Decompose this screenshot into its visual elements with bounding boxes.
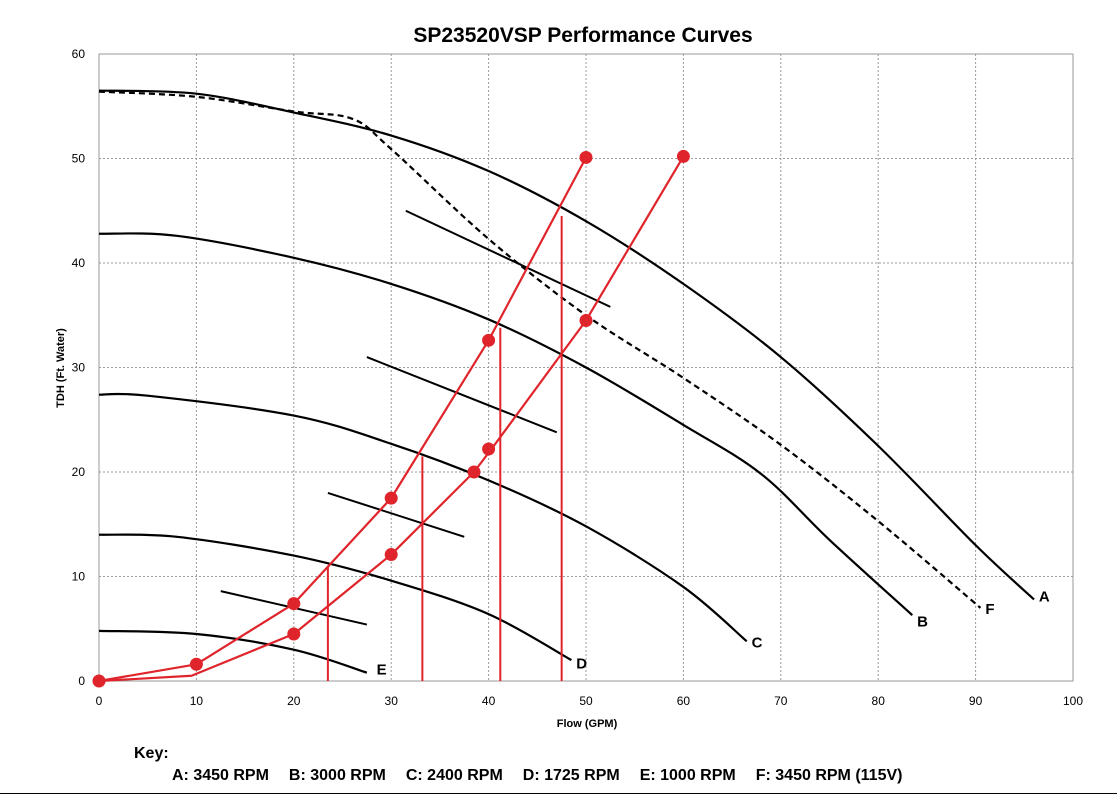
iso-efficiency-line — [405, 209, 611, 308]
system-point — [92, 674, 106, 688]
y-tick-label: 10 — [72, 570, 86, 584]
system-curve-left — [98, 156, 587, 683]
pump-curve-e — [98, 629, 368, 674]
pump-curve-a — [98, 89, 1035, 601]
performance-chart: SP23520VSP Performance Curves 0 10 20 30 40 5… — [55, 24, 1084, 730]
curve-label-d: D — [576, 655, 587, 672]
key-entry-f: F: 3450 RPM (115V) — [755, 767, 903, 784]
system-point — [384, 491, 398, 505]
system-point — [189, 657, 203, 671]
system-point — [482, 333, 496, 347]
system-point — [287, 627, 301, 641]
x-tick-label: 40 — [482, 694, 496, 708]
curve-label-b: B — [917, 614, 928, 631]
x-tick-label: 90 — [969, 694, 983, 708]
pump-curve-d — [98, 533, 572, 662]
x-tick-label: 60 — [677, 694, 691, 708]
x-tick-label: 50 — [579, 694, 593, 708]
curve-label-c: C — [752, 635, 763, 652]
plot-frame — [98, 53, 1074, 682]
y-tick-label: 50 — [72, 152, 86, 166]
system-point — [287, 597, 301, 611]
key-entry-b: B: 3000 RPM — [288, 767, 386, 784]
system-point — [579, 150, 593, 164]
y-tick-label: 40 — [72, 256, 86, 270]
key-entry-a: A: 3450 RPM — [172, 767, 269, 784]
system-curve-right — [98, 155, 685, 683]
system-curves — [92, 149, 690, 688]
key-entry-c: C: 2400 RPM — [405, 767, 503, 784]
y-tick-label: 30 — [72, 361, 86, 375]
x-tick-label: 10 — [190, 694, 204, 708]
x-tick-label: 70 — [774, 694, 788, 708]
x-axis-label: Flow (GPM) — [557, 718, 618, 730]
key-heading: Key: — [134, 745, 169, 762]
chart-title: SP23520VSP Performance Curves — [413, 24, 752, 47]
curve-labels: A B C D E F — [377, 589, 1050, 679]
x-tick-label: 80 — [872, 694, 886, 708]
y-tick-label: 60 — [72, 47, 86, 61]
system-point — [467, 465, 481, 479]
curve-label-e: E — [377, 662, 387, 679]
y-tick-label: 0 — [78, 674, 85, 688]
key-entry-d: D: 1725 RPM — [522, 767, 620, 784]
x-tick-label: 20 — [287, 694, 301, 708]
iso-efficiency-line — [327, 491, 465, 538]
curve-label-f: F — [985, 601, 994, 618]
pump-curve-c — [98, 392, 748, 643]
x-tick-label: 100 — [1063, 694, 1083, 708]
system-point — [482, 442, 496, 456]
key-entry-e: E: 1000 RPM — [639, 767, 736, 784]
system-point — [676, 149, 690, 163]
axis-ticks: 0 10 20 30 40 50 60 70 80 90 100 0 10 20 30 40 50 60 — [72, 47, 1084, 708]
x-tick-label: 30 — [385, 694, 399, 708]
system-point — [384, 548, 398, 562]
pump-curves — [98, 89, 1035, 674]
y-axis-label: TDH (Ft. Water) — [55, 328, 67, 408]
curve-label-a: A — [1039, 589, 1050, 606]
pump-curve-b — [98, 232, 914, 616]
key-entries: A: 3450 RPM B: 3000 RPM C: 2400 RPM D: 1… — [172, 767, 922, 785]
x-tick-label: 0 — [96, 694, 103, 708]
iso-efficiency-line — [366, 356, 558, 434]
system-point — [579, 313, 593, 327]
bottom-divider — [0, 793, 1117, 794]
pump-curve-f — [98, 90, 982, 609]
y-tick-label: 20 — [72, 465, 86, 479]
